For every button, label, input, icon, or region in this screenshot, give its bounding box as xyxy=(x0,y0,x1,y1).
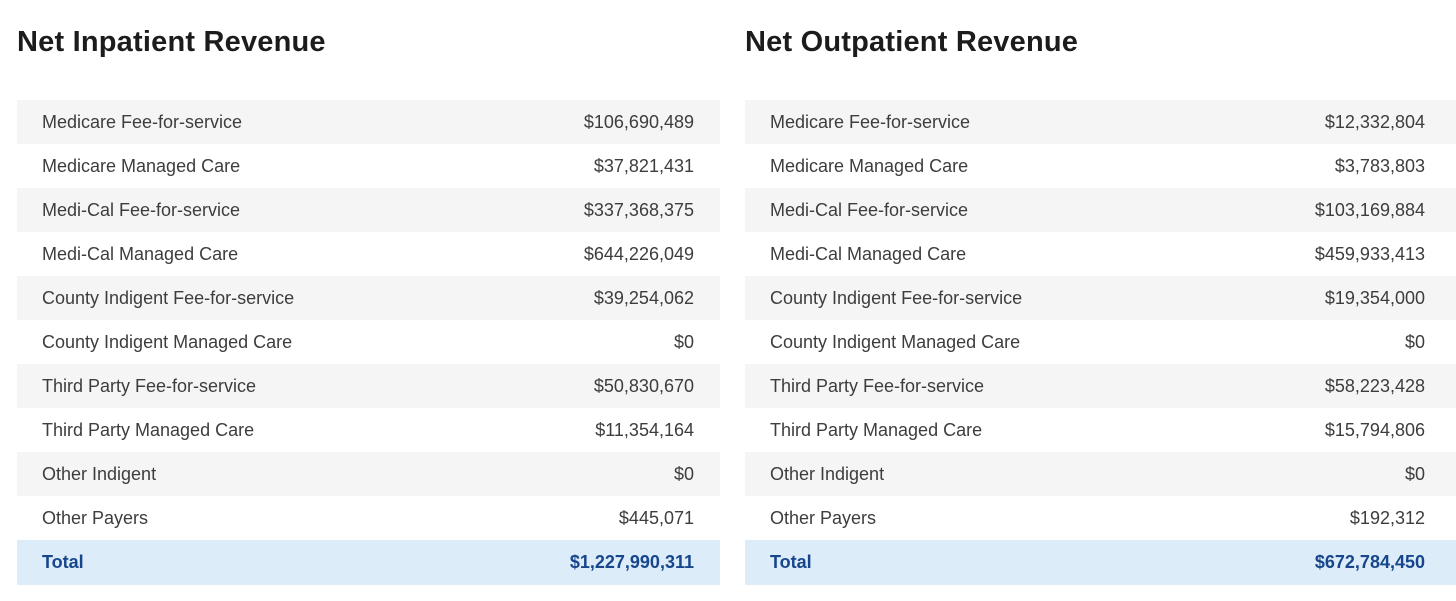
row-label: Medi-Cal Managed Care xyxy=(42,243,239,264)
table-row: Third Party Managed Care $11,354,164 xyxy=(17,408,720,452)
row-value: $0 xyxy=(1404,463,1425,484)
row-value: $103,169,884 xyxy=(1314,199,1425,220)
outpatient-revenue-table: Medicare Fee-for-service $12,332,804 Medic… xyxy=(745,100,1456,585)
row-value: $37,821,431 xyxy=(593,155,694,176)
row-label: County Indigent Fee-for-service xyxy=(42,287,295,308)
total-value: $672,784,450 xyxy=(1314,552,1425,572)
table-row: Medi-Cal Fee-for-service $337,368,375 xyxy=(17,188,720,232)
table-row: Medicare Managed Care $3,783,803 xyxy=(745,144,1456,188)
row-label: Medi-Cal Fee-for-service xyxy=(42,199,241,220)
row-label: Medicare Fee-for-service xyxy=(42,111,243,132)
row-label: Medicare Fee-for-service xyxy=(770,111,971,132)
row-label: Medicare Managed Care xyxy=(770,155,969,176)
row-value: $337,368,375 xyxy=(583,199,694,220)
row-value: $192,312 xyxy=(1349,507,1425,528)
row-value: $459,933,413 xyxy=(1314,243,1425,264)
table-row: Third Party Fee-for-service $58,223,428 xyxy=(745,364,1456,408)
row-label: Third Party Fee-for-service xyxy=(42,375,257,396)
row-label: Third Party Managed Care xyxy=(42,419,255,440)
row-label: Medicare Managed Care xyxy=(42,155,241,176)
table-row: Other Indigent $0 xyxy=(17,452,720,496)
row-label: Other Indigent xyxy=(770,463,885,484)
row-label: Other Payers xyxy=(770,507,877,528)
table-row: Medi-Cal Fee-for-service $103,169,884 xyxy=(745,188,1456,232)
row-value: $0 xyxy=(673,331,694,352)
row-label: Medi-Cal Fee-for-service xyxy=(770,199,969,220)
table-row: Other Indigent $0 xyxy=(745,452,1456,496)
row-value: $0 xyxy=(673,463,694,484)
row-value: $0 xyxy=(1404,331,1425,352)
row-label: County Indigent Managed Care xyxy=(42,331,293,352)
table-row: Other Payers $192,312 xyxy=(745,496,1456,540)
row-label: Third Party Managed Care xyxy=(770,419,983,440)
table-row: County Indigent Managed Care $0 xyxy=(745,320,1456,364)
net-outpatient-revenue-panel: Net Outpatient Revenue Medicare Fee-for-… xyxy=(745,0,1456,585)
total-row: Total $672,784,450 xyxy=(745,540,1456,585)
row-value: $15,794,806 xyxy=(1324,419,1425,440)
table-row: County Indigent Managed Care $0 xyxy=(17,320,720,364)
row-label: Medi-Cal Managed Care xyxy=(770,243,967,264)
row-value: $39,254,062 xyxy=(593,287,694,308)
page-title-outpatient: Net Outpatient Revenue xyxy=(745,26,1079,58)
total-value: $1,227,990,311 xyxy=(569,552,694,572)
row-label: Other Payers xyxy=(42,507,149,528)
table-row: Medicare Fee-for-service $12,332,804 xyxy=(745,100,1456,144)
row-value: $644,226,049 xyxy=(583,243,694,264)
row-value: $19,354,000 xyxy=(1324,287,1425,308)
row-value: $106,690,489 xyxy=(583,111,694,132)
row-value: $445,071 xyxy=(618,507,694,528)
row-label: Third Party Fee-for-service xyxy=(770,375,985,396)
row-label: County Indigent Fee-for-service xyxy=(770,287,1023,308)
table-row: Other Payers $445,071 xyxy=(17,496,720,540)
table-row: Medicare Managed Care $37,821,431 xyxy=(17,144,720,188)
inpatient-revenue-table: Medicare Fee-for-service $106,690,489 Medi… xyxy=(17,100,720,585)
total-label: Total xyxy=(42,552,84,572)
table-row: Third Party Managed Care $15,794,806 xyxy=(745,408,1456,452)
table-row: Medicare Fee-for-service $106,690,489 xyxy=(17,100,720,144)
table-row: Medi-Cal Managed Care $459,933,413 xyxy=(745,232,1456,276)
table-row: County Indigent Fee-for-service $19,354,0… xyxy=(745,276,1456,320)
row-value: $50,830,670 xyxy=(593,375,694,396)
page-title-inpatient: Net Inpatient Revenue xyxy=(17,26,326,58)
row-label: County Indigent Managed Care xyxy=(770,331,1021,352)
row-label: Other Indigent xyxy=(42,463,157,484)
row-value: $12,332,804 xyxy=(1324,111,1425,132)
revenue-dashboard: Net Inpatient Revenue Medicare Fee-for-s… xyxy=(17,0,1456,585)
total-label: Total xyxy=(770,552,812,572)
row-value: $3,783,803 xyxy=(1334,155,1425,176)
net-inpatient-revenue-panel: Net Inpatient Revenue Medicare Fee-for-s… xyxy=(17,0,720,585)
total-row: Total $1,227,990,311 xyxy=(17,540,720,585)
table-row: Medi-Cal Managed Care $644,226,049 xyxy=(17,232,720,276)
table-row: Third Party Fee-for-service $50,830,670 xyxy=(17,364,720,408)
row-value: $58,223,428 xyxy=(1324,375,1425,396)
row-value: $11,354,164 xyxy=(595,419,694,440)
table-row: County Indigent Fee-for-service $39,254,0… xyxy=(17,276,720,320)
